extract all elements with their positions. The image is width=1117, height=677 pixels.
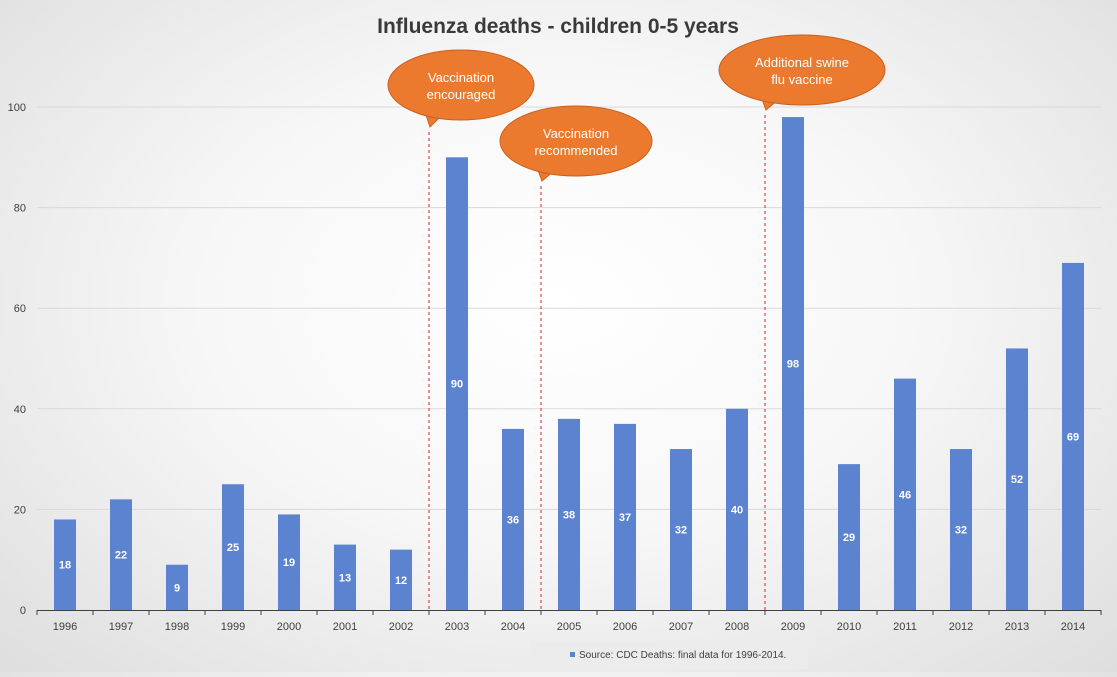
- bar-2004: [502, 428, 524, 610]
- bar-2013: [1006, 348, 1028, 610]
- y-tick-label: 60: [14, 303, 26, 315]
- x-tick-label: 2002: [389, 621, 413, 633]
- bar-value-label: 12: [395, 575, 407, 587]
- legend-swatch: [570, 652, 575, 657]
- bar-1997: [110, 499, 132, 610]
- bar-1996: [54, 519, 76, 610]
- x-tick-label: 2006: [613, 621, 637, 633]
- y-tick-label: 0: [20, 605, 26, 617]
- x-tick-label: 2010: [837, 621, 861, 633]
- legend-box: [530, 641, 808, 669]
- x-tick-label: 2000: [277, 621, 301, 633]
- callout-bubble: Vaccination encouraged: [387, 49, 535, 128]
- x-tick-label: 2013: [1005, 621, 1029, 633]
- callout-text: recommended: [534, 143, 617, 158]
- y-tick-label: 100: [8, 102, 26, 114]
- y-tick-label: 80: [14, 203, 26, 215]
- x-tick-label: 2008: [725, 621, 749, 633]
- bars: 18 22 9 25 19 13 12 90 36 38 37 32 40 98 29 46 32 52 69: [54, 117, 1084, 611]
- y-tick-label: 20: [14, 504, 26, 516]
- bar-value-label: 18: [59, 560, 71, 572]
- bar-1999: [222, 484, 244, 610]
- bar-2000: [278, 514, 300, 610]
- callout-text: Additional swine: [755, 55, 849, 70]
- x-tick-label: 2014: [1061, 621, 1085, 633]
- x-tick-label: 2012: [949, 621, 973, 633]
- bar-2014: [1062, 262, 1084, 610]
- callout-text: Vaccination: [428, 70, 494, 85]
- bar-value-label: 52: [1011, 474, 1023, 486]
- x-tick-label: 2007: [669, 621, 693, 633]
- x-tick-label: 1998: [165, 621, 189, 633]
- x-tick-label: 1997: [109, 621, 133, 633]
- bar-value-label: 38: [563, 509, 575, 521]
- legend-label: Source: CDC Deaths: final data for 1996-…: [579, 650, 786, 661]
- x-tick-label: 2009: [781, 621, 805, 633]
- bar-2007: [670, 449, 692, 610]
- event-markers: [428, 115, 766, 610]
- bar-2011: [894, 378, 916, 610]
- bar-value-label: 13: [339, 572, 351, 584]
- callout-bubble: Vaccination recommended: [499, 105, 653, 182]
- callout-text: flu vaccine: [771, 72, 832, 87]
- bar-2006: [614, 423, 636, 610]
- bar-2002: [390, 549, 412, 610]
- callouts: Vaccination encouraged Vaccination recommen…: [387, 34, 886, 182]
- bar-value-label: 37: [619, 512, 631, 524]
- x-tick-label: 1996: [53, 621, 77, 633]
- bar-2008: [726, 408, 748, 610]
- x-tick-label: 2001: [333, 621, 357, 633]
- y-tick-label: 40: [14, 404, 26, 416]
- callout-bubble: Additional swine flu vaccine: [718, 34, 886, 111]
- bar-2009: [782, 117, 804, 610]
- callout-ellipse: [387, 49, 535, 121]
- bar-2003: [446, 157, 468, 611]
- bar-value-label: 36: [507, 514, 519, 526]
- chart-title: Influenza deaths - children 0-5 years: [377, 15, 739, 38]
- bar-value-label: 40: [731, 504, 743, 516]
- callout-ellipse: [718, 34, 886, 106]
- legend: Source: CDC Deaths: final data for 1996-…: [530, 641, 808, 669]
- bar-value-label: 46: [899, 489, 911, 501]
- callout-text: Vaccination: [543, 126, 609, 141]
- bar-2012: [950, 449, 972, 610]
- callout-ellipse: [499, 105, 653, 177]
- bar-2010: [838, 464, 860, 610]
- bar-value-label: 29: [843, 532, 855, 544]
- bar-value-label: 25: [227, 542, 239, 554]
- bar-value-label: 22: [115, 550, 127, 562]
- bar-value-label: 9: [174, 582, 180, 594]
- bar-value-label: 90: [451, 379, 463, 391]
- bar-1998: [166, 564, 188, 610]
- x-tick-label: 1999: [221, 621, 245, 633]
- bar-value-label: 98: [787, 359, 799, 371]
- bar-2005: [558, 418, 580, 610]
- x-tick-label: 2011: [893, 621, 917, 633]
- bar-2001: [334, 544, 356, 610]
- x-tick-label: 2003: [445, 621, 469, 633]
- bar-value-label: 32: [675, 525, 687, 537]
- bar-value-label: 69: [1067, 431, 1079, 443]
- bar-value-label: 32: [955, 525, 967, 537]
- callout-text: encouraged: [427, 87, 496, 102]
- bar-value-label: 19: [283, 557, 295, 569]
- x-tick-label: 2005: [557, 621, 581, 633]
- x-axis-ticks: 1996 1997 1998 1999 2000 2001 2002 2003 2004 2005…: [53, 621, 1085, 633]
- x-axis: [36, 610, 1102, 615]
- x-tick-label: 2004: [501, 621, 525, 633]
- y-axis-ticks: 0 20 40 60 80 100: [8, 102, 26, 617]
